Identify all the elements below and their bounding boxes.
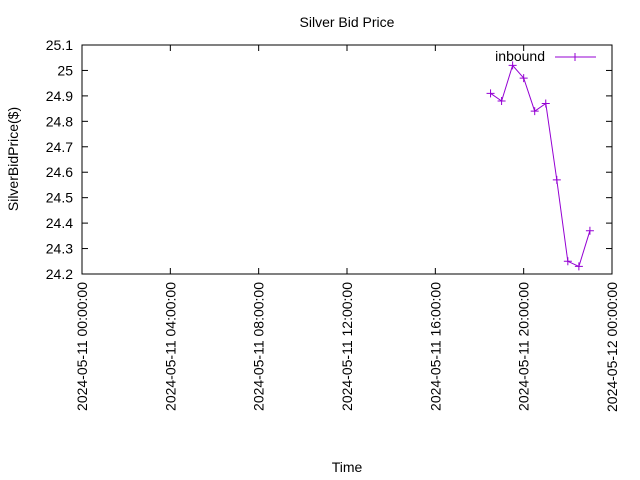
data-point-marker (585, 226, 594, 235)
y-tick-label: 24.5 (46, 190, 73, 206)
x-axis: 2024-05-11 00:00:00 2024-05-11 04:00:00 20… (74, 45, 620, 412)
data-point-marker (552, 175, 561, 184)
legend: inbound (495, 48, 596, 64)
x-tick-label: 2024-05-11 16:00:00 (427, 282, 443, 411)
legend-marker-inbound (571, 53, 579, 61)
y-tick-label: 24.8 (46, 113, 73, 129)
data-point-marker (486, 89, 495, 98)
x-tick-label: 2024-05-11 20:00:00 (516, 282, 532, 411)
x-axis-label: Time (332, 459, 363, 475)
y-tick-label: 24.4 (46, 215, 73, 231)
y-tick-label: 24.9 (46, 88, 73, 104)
series-line-inbound (490, 64, 591, 268)
y-tick-label: 24.6 (46, 164, 73, 180)
y-tick-label: 25.1 (46, 37, 73, 53)
y-tick-label: 25 (57, 62, 73, 78)
data-point-marker (508, 61, 517, 70)
series-layer (486, 61, 594, 271)
data-point-marker (541, 99, 550, 108)
x-tick-label: 2024-05-11 00:00:00 (74, 282, 90, 411)
legend-label-inbound: inbound (495, 48, 545, 64)
y-tick-label: 24.2 (46, 266, 73, 282)
data-point-marker (530, 107, 539, 116)
y-tick-label: 24.3 (46, 241, 73, 257)
data-point-marker (497, 96, 506, 105)
plot-frame (81, 44, 613, 275)
x-tick-label: 2024-05-12 00:00:00 (604, 282, 620, 412)
legend-plus-marker (571, 53, 579, 61)
chart-title: Silver Bid Price (300, 14, 395, 30)
x-tick-label: 2024-05-11 04:00:00 (162, 282, 178, 411)
data-point-marker (519, 74, 528, 83)
data-point-marker (563, 257, 572, 266)
data-point-marker (574, 262, 583, 271)
y-tick-label: 24.7 (46, 139, 73, 155)
x-tick-label: 2024-05-11 12:00:00 (339, 282, 355, 411)
x-tick-label: 2024-05-11 08:00:00 (251, 282, 267, 411)
y-axis-label: SilverBidPrice($) (5, 107, 21, 211)
y-axis: 24.2 24.3 24.4 24.5 24.6 24.7 24.8 24.9 25 25.1 (46, 37, 612, 282)
